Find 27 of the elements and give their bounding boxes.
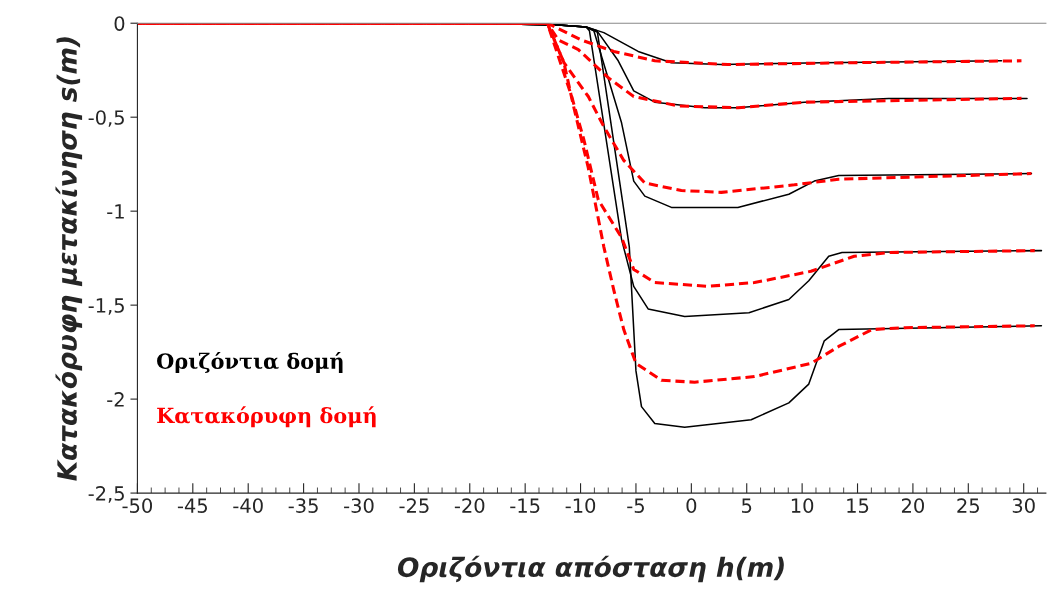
y-tick-label: -0,5 <box>88 110 124 127</box>
x-tick-label: -45 <box>177 498 207 513</box>
x-tick-label: 15 <box>847 498 869 513</box>
x-tick-label: -10 <box>565 498 596 513</box>
x-tick-label: -15 <box>510 498 540 513</box>
text: Οριζόντια δομή <box>157 352 343 374</box>
x-tick-label: 20 <box>901 498 924 513</box>
y-tick-label: -2 <box>107 392 124 407</box>
x-tick-label: 5 <box>742 498 752 513</box>
y-tick-label: 0 <box>114 16 125 31</box>
x-tick-label: -5 <box>627 498 644 513</box>
x-tick-label: -40 <box>233 498 263 513</box>
x-tick-label: -50 <box>122 498 153 513</box>
y-tick-label: -1 <box>107 204 124 219</box>
y-tick-label: -1,5 <box>88 298 124 315</box>
x-tick-label: 10 <box>791 498 814 513</box>
y-axis-title: Κατακόρυφη μετακίνηση s(m) <box>55 37 83 481</box>
y-tick-label: -2,5 <box>88 486 124 503</box>
x-tick-label: 25 <box>957 498 979 513</box>
x-tick-label: -25 <box>399 498 429 513</box>
text: Κατακόρυφη δομή <box>157 406 376 428</box>
x-tick-label: -35 <box>288 498 318 513</box>
x-tick-label: -30 <box>344 498 374 513</box>
x-tick-label: -20 <box>454 498 485 513</box>
x-tick-label: 0 <box>686 498 697 513</box>
x-axis-title: Οριζόντια απόσταση h(m) <box>397 555 784 583</box>
x-tick-label: 30 <box>1012 498 1035 513</box>
